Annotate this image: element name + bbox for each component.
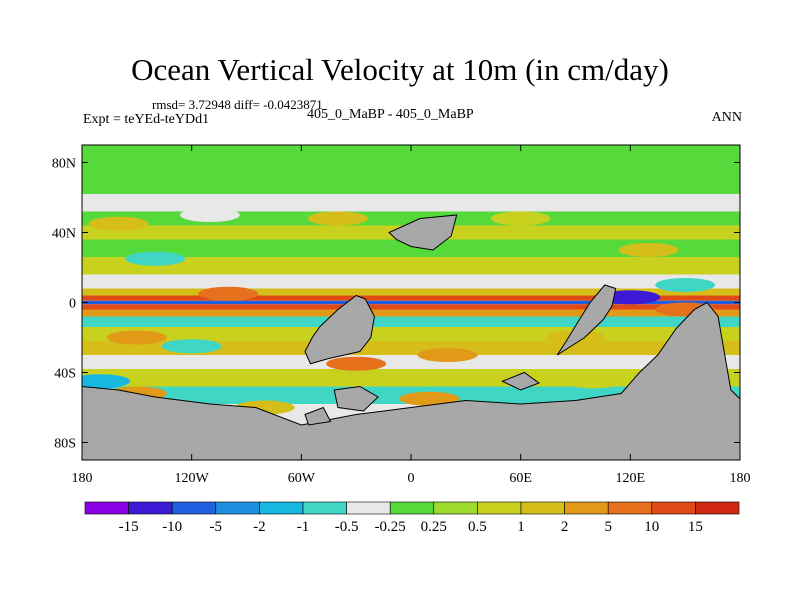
- experiment-label: Expt = teYEd-teYDd1: [83, 112, 210, 127]
- y-tick-label: 80N: [52, 157, 76, 172]
- x-tick-label: 180: [730, 471, 751, 486]
- colorbar-label: 1: [517, 519, 525, 535]
- colorbar-label: -5: [210, 519, 223, 535]
- lat-band: [82, 288, 740, 296]
- field-patch: [563, 374, 624, 389]
- field-patch: [490, 211, 551, 226]
- colorbar-swatch: [259, 501, 304, 515]
- colorbar-swatch: [520, 501, 565, 515]
- lat-band: [82, 309, 740, 317]
- field-patch: [618, 243, 679, 257]
- field-patch: [600, 290, 661, 305]
- lat-band: [82, 211, 740, 226]
- season-label: ANN: [711, 110, 742, 125]
- y-tick-label: 40S: [54, 367, 76, 382]
- colorbar-swatch: [128, 501, 173, 515]
- field-patch: [417, 348, 478, 362]
- x-tick-label: 180: [72, 471, 93, 486]
- land-mass: [388, 214, 458, 251]
- x-tick-label: 120E: [616, 471, 646, 486]
- colorbar-label: -10: [162, 519, 182, 535]
- colorbar-swatch: [433, 501, 478, 515]
- land-mass: [304, 294, 375, 365]
- axes-layer: 180 120W 60W 0 60E 120E 180 80N 40N 0 40S 80S: [52, 145, 751, 486]
- land-mass: [82, 301, 740, 460]
- land-mass: [304, 406, 332, 426]
- colorbar-label: -0.5: [335, 519, 359, 535]
- lat-band: [82, 274, 740, 289]
- colorbar-swatch: [215, 501, 260, 515]
- lat-band: [82, 304, 740, 310]
- colorbar-swatch: [302, 501, 347, 515]
- colorbar-label: 0.5: [468, 519, 487, 535]
- colorbar-label: 15: [688, 519, 703, 535]
- field-patch: [198, 286, 259, 301]
- colorbar-swatch: [607, 501, 653, 515]
- lat-band: [82, 145, 740, 194]
- lat-band: [82, 355, 740, 369]
- y-tick-label: 80S: [54, 437, 76, 452]
- colorbar-swatch: [564, 501, 609, 515]
- colorbar-swatch: [651, 501, 696, 515]
- colorbar-swatch: [171, 501, 217, 515]
- y-tick-label: 0: [69, 297, 76, 312]
- field-layer: [82, 145, 740, 460]
- field-patch: [125, 251, 186, 266]
- lat-band: [82, 257, 740, 275]
- field-patch: [179, 208, 240, 222]
- colorbar-label: 10: [644, 519, 659, 535]
- colorbar-swatch: [695, 501, 740, 515]
- colorbar-label: -1: [297, 519, 310, 535]
- field-patch: [307, 211, 368, 226]
- colorbar-label: -0.25: [375, 519, 406, 535]
- colorbar-label: -2: [253, 519, 266, 535]
- colorbar-label: 0.25: [421, 519, 447, 535]
- x-tick-label: 0: [408, 471, 415, 486]
- lat-band: [82, 295, 740, 301]
- land-layer: [82, 214, 740, 460]
- chart-title: Ocean Vertical Velocity at 10m (in cm/da…: [131, 52, 669, 87]
- field-patch: [655, 278, 716, 292]
- field-patch: [82, 374, 131, 389]
- colorbar-label: 2: [561, 519, 569, 535]
- x-tick-label: 60E: [509, 471, 532, 486]
- field-patch: [161, 339, 222, 354]
- colorbar-swatch: [84, 501, 129, 515]
- field-patch: [88, 216, 149, 231]
- colorbar-label: 5: [604, 519, 612, 535]
- land-mass: [556, 284, 617, 356]
- colorbar-swatch: [389, 501, 435, 515]
- lat-band: [82, 300, 740, 305]
- colorbar-swatch: [477, 501, 522, 515]
- land-mass: [333, 385, 379, 412]
- land-mass: [501, 371, 540, 391]
- field-patch: [399, 391, 460, 406]
- lat-band: [82, 239, 740, 257]
- stats-line: rmsd= 3.72948 diff= -0.0423871: [152, 97, 323, 112]
- colorbar: -15 -10 -5 -2 -1 -0.5 -0.25 0.25 0.5 1 2 5 10 15: [84, 501, 740, 535]
- y-tick-label: 40N: [52, 227, 76, 242]
- lat-band: [82, 316, 740, 327]
- colorbar-label: -15: [119, 519, 139, 535]
- x-tick-label: 120W: [175, 471, 210, 486]
- lat-band: [82, 194, 740, 212]
- x-tick-label: 60W: [288, 471, 316, 486]
- colorbar-swatch: [346, 501, 391, 515]
- case-label: 405_0_MaBP - 405_0_MaBP: [307, 107, 474, 122]
- field-patch: [326, 356, 387, 371]
- lat-band: [82, 327, 740, 341]
- field-patch: [106, 330, 167, 345]
